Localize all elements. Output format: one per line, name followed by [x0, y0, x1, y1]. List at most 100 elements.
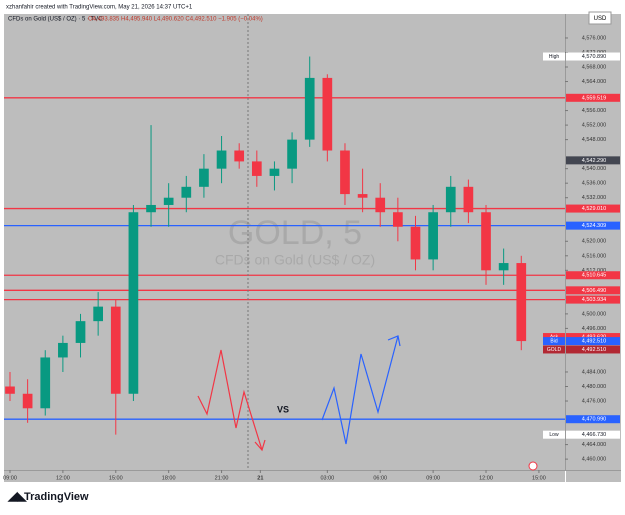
vs-label: VS [277, 404, 289, 414]
x-tick-label: 06:00 [373, 475, 387, 481]
candle-body [146, 204, 156, 213]
level-tag [566, 93, 620, 102]
marker-label: 4,570.890 [582, 54, 606, 60]
level-tag [566, 295, 620, 304]
candle-body [287, 139, 297, 169]
credit: xzhanfahir created with TradingView.com,… [6, 5, 193, 11]
y-tick-label: 4,568.000 [582, 64, 606, 70]
y-tick-label: 4,516.000 [582, 253, 606, 259]
candle-body [40, 357, 51, 409]
marker-name: Low [549, 432, 559, 438]
arrow-head [254, 439, 266, 452]
marker-tag [566, 52, 620, 61]
candle-body [110, 306, 121, 394]
y-tick-label: 4,512.000 [582, 268, 606, 274]
marker-name-tag [543, 337, 565, 346]
y-tick-label: 4,548.000 [582, 137, 606, 143]
icon[interactable] [528, 461, 538, 471]
level-label: 4,510.645 [582, 273, 606, 279]
candle-body [251, 161, 262, 176]
candle-body [269, 168, 280, 176]
currency-box[interactable] [588, 11, 612, 25]
candle-body [481, 212, 491, 271]
red-zigzag [197, 349, 263, 451]
level-tag [566, 204, 620, 213]
axis-bg [566, 14, 621, 482]
y-tick-label: 4,520.000 [582, 239, 606, 245]
candle-body [216, 150, 227, 169]
marker-name-tag [543, 430, 565, 439]
y-tick-label: 4,532.000 [582, 195, 606, 201]
marker-tag [566, 345, 620, 354]
candle-body [357, 194, 368, 198]
candle-body [181, 186, 192, 198]
marker-name: Bid [550, 338, 557, 344]
candle-body [75, 321, 86, 343]
candle-body [516, 263, 527, 342]
brand: TradingView [24, 491, 89, 503]
y-tick-label: 4,552.000 [582, 123, 606, 129]
y-tick-label: 4,460.000 [582, 457, 606, 463]
y-tick-label: 4,540.000 [582, 166, 606, 172]
level-label: 4,524.309 [582, 223, 606, 229]
level-label: 4,470.990 [582, 417, 606, 423]
candle-body [128, 212, 139, 394]
candle-body [5, 386, 15, 394]
candle-body [410, 226, 421, 260]
level-tag [566, 271, 620, 280]
currency[interactable]: USD [594, 16, 607, 22]
candle-body [199, 168, 209, 187]
marker-label: 4,466.730 [582, 432, 606, 438]
level-label: 4,506.490 [582, 288, 606, 294]
y-tick-label: 4,576.000 [582, 35, 606, 41]
candle-body [463, 186, 474, 213]
candle-body [340, 150, 350, 195]
marker-label: 4,492.510 [582, 339, 606, 345]
candle-body [445, 186, 456, 213]
candle-body [428, 212, 438, 260]
candle-body [498, 263, 509, 271]
level-label: 4,559.519 [582, 95, 606, 101]
marker-name-tag [543, 333, 565, 342]
y-tick-label: 4,476.000 [582, 398, 606, 404]
level-tag [566, 286, 620, 295]
candle-body [58, 342, 68, 358]
candle-body [304, 77, 315, 140]
plot-bg [4, 14, 565, 482]
candle-body [22, 393, 33, 409]
y-tick-label: 4,536.000 [582, 181, 606, 187]
y-tick-label: 4,464.000 [582, 442, 606, 448]
marker-name: High [549, 54, 560, 60]
blue-zigzag [321, 335, 399, 445]
level-tag [566, 415, 620, 424]
arrow-head [387, 335, 401, 347]
x-tick-label: 03:00 [320, 475, 334, 481]
marker-tag [566, 333, 620, 342]
x-tick-label: 21 [257, 475, 263, 481]
marker-tag [566, 430, 620, 439]
x-tick-label: 21:00 [215, 475, 229, 481]
level-label: 4,529.010 [582, 206, 606, 212]
y-tick-label: 4,484.000 [582, 369, 606, 375]
x-tick-label: 09:00 [3, 475, 17, 481]
y-tick-label: 4,556.000 [582, 108, 606, 114]
ohlc: O4,493.835 H4,495.940 L4,490.620 C4,492.… [88, 17, 263, 23]
marker-name-tag [543, 345, 565, 354]
level-tag [566, 221, 620, 230]
y-tick-label: 4,500.000 [582, 311, 606, 317]
x-tick-label: 12:00 [56, 475, 70, 481]
marker-label: 4,542.290 [582, 158, 606, 164]
marker-name: GOLD [547, 347, 562, 353]
y-tick-label: 4,496.000 [582, 326, 606, 332]
symbol: CFDs on Gold (US$ / OZ) · 5 · TVC [8, 17, 103, 23]
y-tick-label: 4,564.000 [582, 79, 606, 85]
marker-label: 4,492.510 [582, 347, 606, 353]
brand-icon: ◢◣ [7, 489, 27, 503]
x-tick-label: 12:00 [479, 475, 493, 481]
watermark: GOLD, 5 [228, 214, 362, 252]
marker-name-tag [543, 52, 565, 61]
level-label: 4,503.934 [582, 297, 606, 303]
marker-tag [566, 156, 620, 165]
